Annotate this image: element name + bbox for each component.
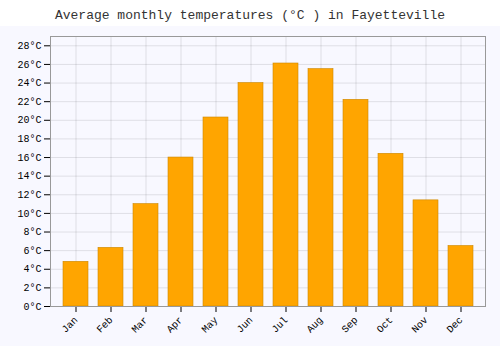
svg-text:6°C: 6°C bbox=[23, 246, 41, 257]
svg-text:10°C: 10°C bbox=[17, 209, 41, 220]
svg-text:2°C: 2°C bbox=[23, 283, 41, 294]
svg-text:Jul: Jul bbox=[270, 315, 291, 336]
svg-text:Jan: Jan bbox=[60, 315, 81, 336]
svg-text:Sep: Sep bbox=[340, 315, 361, 336]
svg-text:14°C: 14°C bbox=[17, 171, 41, 182]
svg-text:22°C: 22°C bbox=[17, 97, 41, 108]
svg-text:Apr: Apr bbox=[165, 315, 186, 336]
svg-text:12°C: 12°C bbox=[17, 190, 41, 201]
html-text:Average monthly temperatures (: Average monthly temperatures (°C ) in Fa… bbox=[55, 8, 445, 23]
svg-text:4°C: 4°C bbox=[23, 264, 41, 275]
svg-text:24°C: 24°C bbox=[17, 78, 41, 89]
svg-text:Aug: Aug bbox=[305, 315, 326, 336]
svg-text:20°C: 20°C bbox=[17, 115, 41, 126]
svg-text:8°C: 8°C bbox=[23, 227, 41, 238]
svg-text:0°C: 0°C bbox=[23, 302, 41, 313]
svg-text:Mar: Mar bbox=[130, 315, 151, 336]
svg-text:28°C: 28°C bbox=[17, 41, 41, 52]
svg-text:Feb: Feb bbox=[95, 315, 116, 336]
svg-text:Oct: Oct bbox=[375, 315, 396, 336]
svg-text:18°C: 18°C bbox=[17, 134, 41, 145]
svg-text:Jun: Jun bbox=[235, 315, 256, 336]
svg-text:Nov: Nov bbox=[410, 315, 431, 336]
svg-text:May: May bbox=[200, 315, 221, 336]
svg-text:26°C: 26°C bbox=[17, 60, 41, 71]
svg-text:Dec: Dec bbox=[445, 315, 466, 336]
svg-text:16°C: 16°C bbox=[17, 153, 41, 164]
